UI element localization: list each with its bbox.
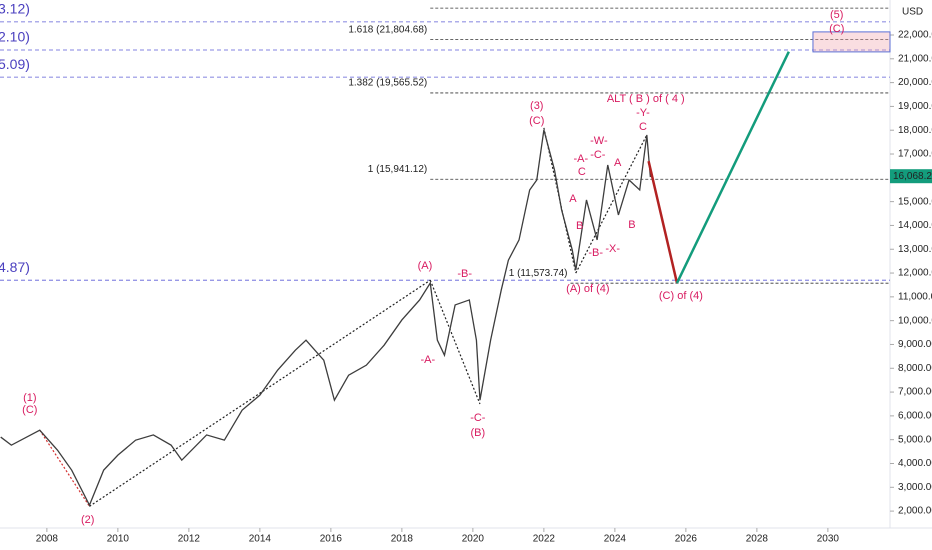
y-tick-label: 20,000.00 bbox=[898, 77, 932, 88]
fib-level-label: 1 (11,573.74) bbox=[509, 268, 568, 279]
wave-label: C bbox=[639, 121, 647, 133]
wave-label: (2) bbox=[81, 514, 94, 526]
y-tick-label: 4,000.00 bbox=[898, 458, 932, 469]
blue-level-label: 5.09) bbox=[0, 56, 30, 72]
wave-label: (C) bbox=[22, 404, 37, 416]
x-tick-label: 2020 bbox=[462, 534, 485, 545]
blue-level-label: 3.12) bbox=[0, 1, 30, 17]
x-tick-label: 2018 bbox=[391, 534, 414, 545]
x-tick-label: 2026 bbox=[675, 534, 698, 545]
wave-label: -A- bbox=[420, 354, 435, 366]
y-tick-label: 3,000.00 bbox=[898, 482, 932, 493]
wave-label: (A) bbox=[418, 260, 433, 272]
y-tick-label: 22,000.00 bbox=[898, 30, 932, 41]
wave-label: (C) of (4) bbox=[659, 290, 703, 302]
wave-label: -C- bbox=[590, 149, 606, 161]
wave-label: A bbox=[614, 157, 622, 169]
wave-line bbox=[39, 429, 90, 507]
wave-label: -X- bbox=[605, 243, 620, 255]
x-tick-label: 2008 bbox=[36, 534, 59, 545]
wave-label: (5) bbox=[830, 9, 843, 21]
y-tick-label: 10,000.00 bbox=[898, 315, 932, 326]
fib-level-label: 1.382 (19,565.52) bbox=[348, 78, 427, 89]
wave-label: B bbox=[628, 219, 635, 231]
y-tick-label: 14,000.00 bbox=[898, 220, 932, 231]
last-price-box bbox=[890, 169, 932, 184]
y-tick-label: 19,000.00 bbox=[898, 101, 932, 112]
last-price-label: 16,068.28 bbox=[893, 171, 932, 182]
projection bbox=[675, 51, 790, 284]
wave-label: (B) bbox=[471, 427, 486, 439]
wave-label: -B- bbox=[457, 268, 472, 280]
y-tick-label: 2,000.00 bbox=[898, 506, 932, 517]
wave-label: ALT ( B ) of ( 4 ) bbox=[607, 93, 685, 105]
blue-level-label: 2.10) bbox=[0, 29, 30, 45]
x-tick-label: 2030 bbox=[817, 534, 840, 545]
wave-label: -B- bbox=[588, 247, 603, 259]
y-tick-label: 7,000.00 bbox=[898, 387, 932, 398]
y-tick-label: 6,000.00 bbox=[898, 411, 932, 422]
x-tick-label: 2012 bbox=[178, 534, 201, 545]
wave-label: (1) bbox=[23, 392, 36, 404]
wave-line bbox=[89, 279, 431, 507]
fib-level-label: 1.618 (21,804.68) bbox=[348, 24, 427, 35]
y-tick-label: 9,000.00 bbox=[898, 339, 932, 350]
wave-label: -A- bbox=[573, 153, 588, 165]
wave-line bbox=[575, 134, 648, 274]
wave-label: -C- bbox=[470, 412, 486, 424]
target-box bbox=[812, 31, 891, 53]
x-tick-label: 2024 bbox=[604, 534, 627, 545]
x-tick-label: 2010 bbox=[107, 534, 130, 545]
y-tick-label: 11,000.00 bbox=[898, 291, 932, 302]
y-tick-label: 21,000.00 bbox=[898, 53, 932, 64]
y-tick-label: 13,000.00 bbox=[898, 244, 932, 255]
y-tick-label: 8,000.00 bbox=[898, 363, 932, 374]
y-tick-label: 5,000.00 bbox=[898, 434, 932, 445]
wave-label: (C) bbox=[829, 23, 844, 35]
y-tick-label: 15,000.00 bbox=[898, 196, 932, 207]
x-tick-label: 2028 bbox=[746, 534, 769, 545]
wave-label: -Y- bbox=[636, 107, 650, 119]
currency: USD bbox=[902, 7, 923, 18]
y-tick-label: 18,000.00 bbox=[898, 125, 932, 136]
wave-label: C bbox=[578, 166, 586, 178]
wave-label: (3) bbox=[530, 100, 543, 112]
blue-level-label: 4.87) bbox=[0, 259, 30, 275]
x-tick-label: 2016 bbox=[320, 534, 343, 545]
fib-level-label: 1 (15,941.12) bbox=[368, 164, 428, 175]
projection bbox=[647, 160, 679, 284]
x-tick-label: 2014 bbox=[249, 534, 272, 545]
wave-label: B bbox=[576, 220, 583, 232]
price-line bbox=[0, 129, 652, 507]
wave-label: (C) bbox=[529, 115, 544, 127]
x-tick-label: 2022 bbox=[533, 534, 556, 545]
wave-label: A bbox=[569, 193, 577, 205]
y-tick-label: 12,000.00 bbox=[898, 268, 932, 279]
wave-label: -W- bbox=[590, 135, 608, 147]
y-tick-label: 17,000.00 bbox=[898, 149, 932, 160]
wave-label: (A) of (4) bbox=[566, 283, 609, 295]
